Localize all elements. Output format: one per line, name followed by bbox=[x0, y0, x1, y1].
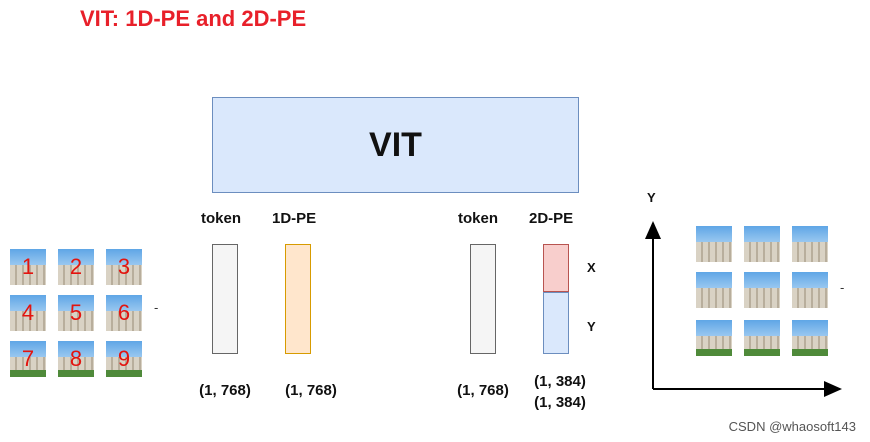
patch-tile bbox=[696, 226, 732, 262]
pe-bar-1d bbox=[285, 244, 311, 354]
patch-tile: 4 bbox=[10, 295, 46, 331]
patch-tile bbox=[744, 226, 780, 262]
token-shape-1d: (1, 768) bbox=[199, 382, 251, 399]
vit-label: VIT bbox=[369, 125, 422, 164]
x-half-label: X bbox=[587, 260, 596, 275]
patch-tile: 6 bbox=[106, 295, 142, 331]
token-shape-2d: (1, 768) bbox=[457, 382, 509, 399]
grid-dash: - bbox=[154, 300, 159, 315]
diagram-title: VIT: 1D-PE and 2D-PE bbox=[80, 6, 307, 31]
y-shape-2d: (1, 384) bbox=[534, 394, 586, 411]
patch-tile bbox=[792, 272, 828, 308]
coordinate-axes bbox=[645, 221, 842, 397]
patch-number: 4 bbox=[21, 300, 35, 325]
patch-number: 3 bbox=[117, 254, 131, 279]
patch-number: 7 bbox=[21, 346, 35, 371]
patch-tile: 3 bbox=[106, 249, 142, 285]
vit-block: VIT bbox=[212, 97, 579, 193]
patch-number: 1 bbox=[21, 254, 35, 279]
token-bar-2d bbox=[470, 244, 496, 354]
pe-shape-1d: (1, 768) bbox=[285, 382, 337, 399]
patch-tile: 8 bbox=[58, 341, 94, 377]
pe-x-bar bbox=[543, 244, 569, 292]
numbered-patch-grid: 1 2 3 4 5 6 7 8 9 bbox=[10, 249, 150, 381]
patch-tile: 2 bbox=[58, 249, 94, 285]
patch-tile bbox=[696, 272, 732, 308]
patch-tile: 9 bbox=[106, 341, 142, 377]
patch-tile: 1 bbox=[10, 249, 46, 285]
pe-label-2d: 2D-PE bbox=[529, 210, 574, 227]
patch-number: 8 bbox=[69, 346, 83, 371]
patch-grid bbox=[696, 226, 832, 358]
patch-tile bbox=[744, 320, 780, 356]
token-label-2d: token bbox=[458, 210, 499, 227]
patch-number: 5 bbox=[69, 300, 83, 325]
pe-label-1d: 1D-PE bbox=[272, 210, 317, 227]
pe-y-bar bbox=[543, 292, 569, 354]
patch-tile bbox=[744, 272, 780, 308]
patch-number: 9 bbox=[117, 346, 131, 371]
token-label-1d: token bbox=[201, 210, 242, 227]
patch-number: 2 bbox=[69, 254, 83, 279]
patch-number: 6 bbox=[117, 300, 131, 325]
patch-tile bbox=[792, 226, 828, 262]
patch-tile: 7 bbox=[10, 341, 46, 377]
axes-dash: - bbox=[840, 280, 845, 295]
token-bar-1d bbox=[212, 244, 238, 354]
axis-y-label: Y bbox=[647, 190, 656, 205]
watermark: CSDN @whaosoft143 bbox=[728, 419, 856, 434]
patch-tile bbox=[696, 320, 732, 356]
patch-tile bbox=[792, 320, 828, 356]
y-half-label: Y bbox=[587, 319, 596, 334]
patch-tile: 5 bbox=[58, 295, 94, 331]
x-shape-2d: (1, 384) bbox=[534, 373, 586, 390]
